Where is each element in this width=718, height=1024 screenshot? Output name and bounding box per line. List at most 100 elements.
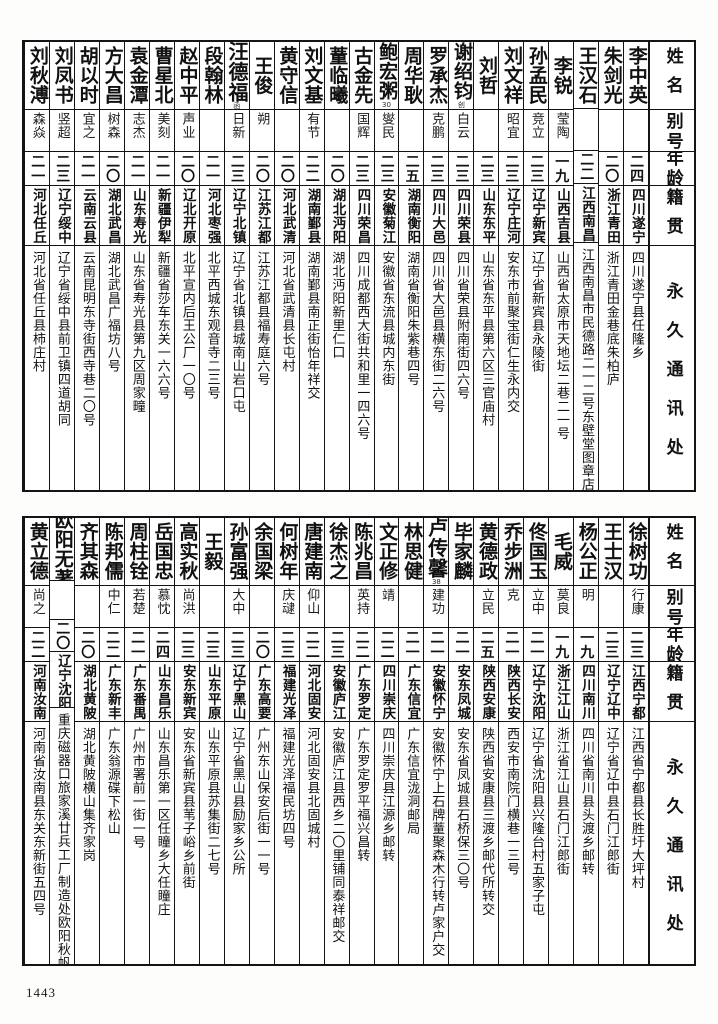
cell-age-text: 二〇	[328, 154, 345, 183]
cell-address: 河南省汝南县东关东新街五四号	[25, 722, 49, 964]
cell-alias-text: 尚洪	[179, 588, 195, 615]
cell-address-text: 辽宁省沈阳县兴隆台村五家子屯	[529, 727, 545, 916]
person-name: 高实秋	[176, 522, 199, 581]
cell-address-text: 安徽怀宁上石牌蕫聚森木行转卢家户交	[429, 727, 445, 957]
cell-address: 山西省太原市天地坛二巷二一号	[549, 246, 573, 490]
person-name: 李中英	[625, 46, 648, 105]
cell-age-text: 二三	[328, 630, 345, 659]
cell-address-text: 安徽庐江县西乡二〇里铺同泰祥邮交	[329, 727, 345, 943]
person-name: 孙富强	[226, 522, 249, 581]
cell-native: 安徽怀宁	[424, 662, 449, 722]
cell-age-text: 二〇	[253, 154, 270, 183]
row-header-address: 永久通讯处	[662, 758, 683, 953]
person-name: 段翰林	[201, 46, 224, 105]
cell-age: 二一	[199, 152, 224, 186]
cell-native-text: 四川荣县	[454, 188, 471, 244]
cell-alias: 莫良	[549, 586, 574, 628]
cell-address: 山东省寿光县第九区周家疃	[125, 246, 149, 490]
cell-address: 辽宁省辽中县石门江郎街	[599, 722, 623, 964]
cell-alias-text: 庆叇	[279, 588, 295, 615]
cell-native-text: 辽宁辽中	[603, 664, 620, 720]
cell-name: 林思健	[399, 518, 424, 586]
cell-native-text: 陕西长安	[504, 664, 521, 720]
cell-address: 辽宁省黑山县励家乡公所	[225, 722, 249, 964]
cell-native-text: 安徽菊江	[379, 188, 396, 244]
cell-age-text: 二三	[228, 630, 245, 659]
cell-native-text: 四川荣昌	[354, 188, 371, 244]
cell-age-text: 二二	[378, 630, 395, 659]
cell-alias-text: 宜之	[79, 112, 95, 139]
cell-address-text: 湖北武昌广福坊八号	[104, 251, 120, 373]
cell-alias: 靖	[374, 586, 399, 628]
cell-native: 辽宁北镇	[224, 186, 249, 246]
cell-name: 段翰林	[199, 42, 224, 110]
cell-alias: 立中	[524, 586, 549, 628]
cell-address-text: 辽宁省绥中县前卫镇四道胡同	[54, 251, 70, 427]
cell-native: 山西吉县	[549, 186, 574, 246]
person-name: 方大昌	[101, 46, 124, 105]
cell-age-text: 二〇	[179, 154, 195, 183]
person-name: 谢绍钧	[451, 42, 474, 101]
person-column: 毛威 莫良 一九 浙江江山 浙江省江山县石门江郎街	[548, 518, 574, 964]
cell-address: 广东翁源碟下松山	[100, 722, 124, 964]
person-name: 陈兆昌	[351, 522, 374, 581]
cell-age: 二〇	[75, 628, 100, 662]
cell-address-text: 山东省东平县第六区三官庙村	[479, 251, 495, 427]
cell-name: 佟国玉	[524, 518, 549, 586]
cell-age: 二五	[399, 152, 424, 186]
cell-address-text: 江西省宁都县长胜圩大坪村	[628, 727, 644, 889]
cell-address: 辽宁省北镇县城南山岩口屯	[225, 246, 249, 490]
person-column: 李中英 二四 四川遂宁 四川遂宁县任隆乡	[623, 42, 648, 490]
cell-age-text: 二四	[628, 154, 645, 183]
cell-address: 广东罗定罗平福兴昌转	[350, 722, 374, 964]
cell-native: 四川遂宁	[624, 186, 648, 246]
person-name: 孙孟民	[525, 46, 548, 105]
person-name: 陈邦儒	[101, 522, 124, 581]
cell-native: 河北武清	[274, 186, 299, 246]
person-column: 周柱铨 若楚 二一 广东番禺 广州市署前一街一号	[123, 518, 149, 964]
cell-alias-text: 莫良	[553, 588, 569, 615]
person-name: 徐杰之	[326, 522, 349, 581]
cell-alias-text: 有节	[304, 112, 320, 139]
cell-native: 河北枣强	[199, 186, 224, 246]
person-name: 乔步洲	[500, 522, 523, 581]
row-header-native: 籍贯	[650, 186, 694, 246]
cell-age-text: 二一	[29, 154, 46, 183]
person-column: 蕫临曦 二〇 湖北沔阳 湖北沔阳新里仁口	[323, 42, 349, 490]
cell-native-text: 安徽庐江	[329, 664, 346, 720]
cell-alias: 明	[574, 586, 599, 628]
cell-alias-text: 美刻	[154, 112, 170, 139]
cell-native: 江西南昌	[574, 184, 599, 244]
cell-age: 二〇	[324, 152, 349, 186]
cell-native-text: 福建光泽	[279, 664, 296, 720]
cell-native: 四川荣昌	[349, 186, 374, 246]
cell-name: 徐树功	[624, 518, 648, 586]
cell-address: 四川省荣县附南街四六号	[449, 246, 473, 490]
person-column: 唐建南 仰山 二二 河北固安 河北固安县北固城村	[298, 518, 324, 964]
cell-age: 二一	[124, 628, 149, 662]
cell-age-text: 二三	[353, 154, 370, 183]
person-name: 徐树功	[625, 522, 648, 581]
cell-name: 徐杰之	[324, 518, 349, 586]
cell-native-text: 河北武清	[279, 188, 296, 244]
cell-native: 广东高要	[249, 662, 274, 722]
cell-alias	[249, 586, 274, 628]
person-name: 文正修	[376, 522, 399, 581]
person-name: 袁金潭	[126, 46, 149, 105]
cell-address: 河北固安县北固城村	[300, 722, 324, 964]
cell-age: 二三	[224, 152, 249, 186]
cell-alias	[50, 581, 75, 621]
person-name: 鲍宏粥	[376, 42, 399, 101]
cell-native-text: 广东番禺	[129, 664, 146, 720]
cell-alias	[324, 586, 349, 628]
person-name: 胡以时	[76, 46, 99, 105]
cell-alias: 树森	[100, 110, 124, 152]
cell-address: 福建光泽福民坊四号	[275, 722, 299, 964]
cell-address-text: 广东翁源碟下松山	[104, 727, 120, 835]
cell-alias-text: 克鹏	[429, 112, 445, 139]
person-name: 何树年	[276, 522, 299, 581]
cell-address: 江苏江都县福寿庭六号	[250, 246, 274, 490]
cell-alias-text: 克	[503, 588, 519, 602]
cell-address: 湖南鄞县南正街怡年祥交	[300, 246, 324, 490]
cell-native-text: 安东新宾	[179, 664, 196, 720]
